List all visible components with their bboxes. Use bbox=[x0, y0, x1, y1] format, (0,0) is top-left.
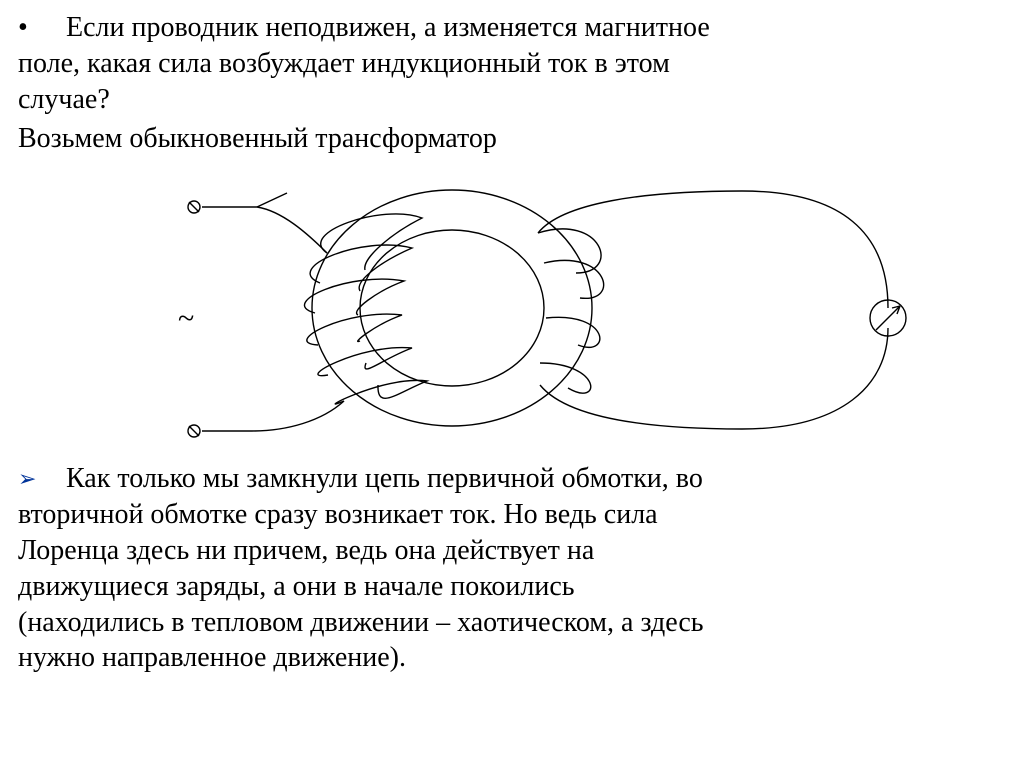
p1-line1: Если проводник неподвижен, а изменяется … bbox=[66, 12, 710, 43]
paragraph-1: •Если проводник неподвижен, а изменяется… bbox=[18, 10, 1006, 117]
p3-line5: (находились в тепловом движении – хаотич… bbox=[18, 605, 1006, 641]
p3-line4: движущиеся заряды, а они в начале покоил… bbox=[18, 569, 1006, 605]
arrow-bullet-icon: ➢ bbox=[18, 465, 66, 493]
p3-line2: вторичной обмотке сразу возникает ток. Н… bbox=[18, 497, 1006, 533]
svg-text:~: ~ bbox=[178, 302, 194, 335]
p3-line6: нужно направленное движение). bbox=[18, 640, 1006, 676]
p3-line3: Лоренца здесь ни причем, ведь она действ… bbox=[18, 533, 1006, 569]
paragraph-2: Возьмем обыкновенный трансформатор bbox=[18, 121, 1006, 157]
paragraph-3: ➢Как только мы замкнули цепь первичной о… bbox=[18, 461, 1006, 676]
p2-line1: Возьмем обыкновенный трансформатор bbox=[18, 123, 497, 154]
transformer-diagram: ~ bbox=[82, 163, 942, 453]
p1-line3: случае? bbox=[18, 82, 1006, 118]
p3-line1: Как только мы замкнули цепь первичной об… bbox=[66, 463, 703, 494]
p1-line2: поле, какая сила возбуждает индукционный… bbox=[18, 46, 1006, 82]
bullet-dot: • bbox=[18, 10, 66, 46]
